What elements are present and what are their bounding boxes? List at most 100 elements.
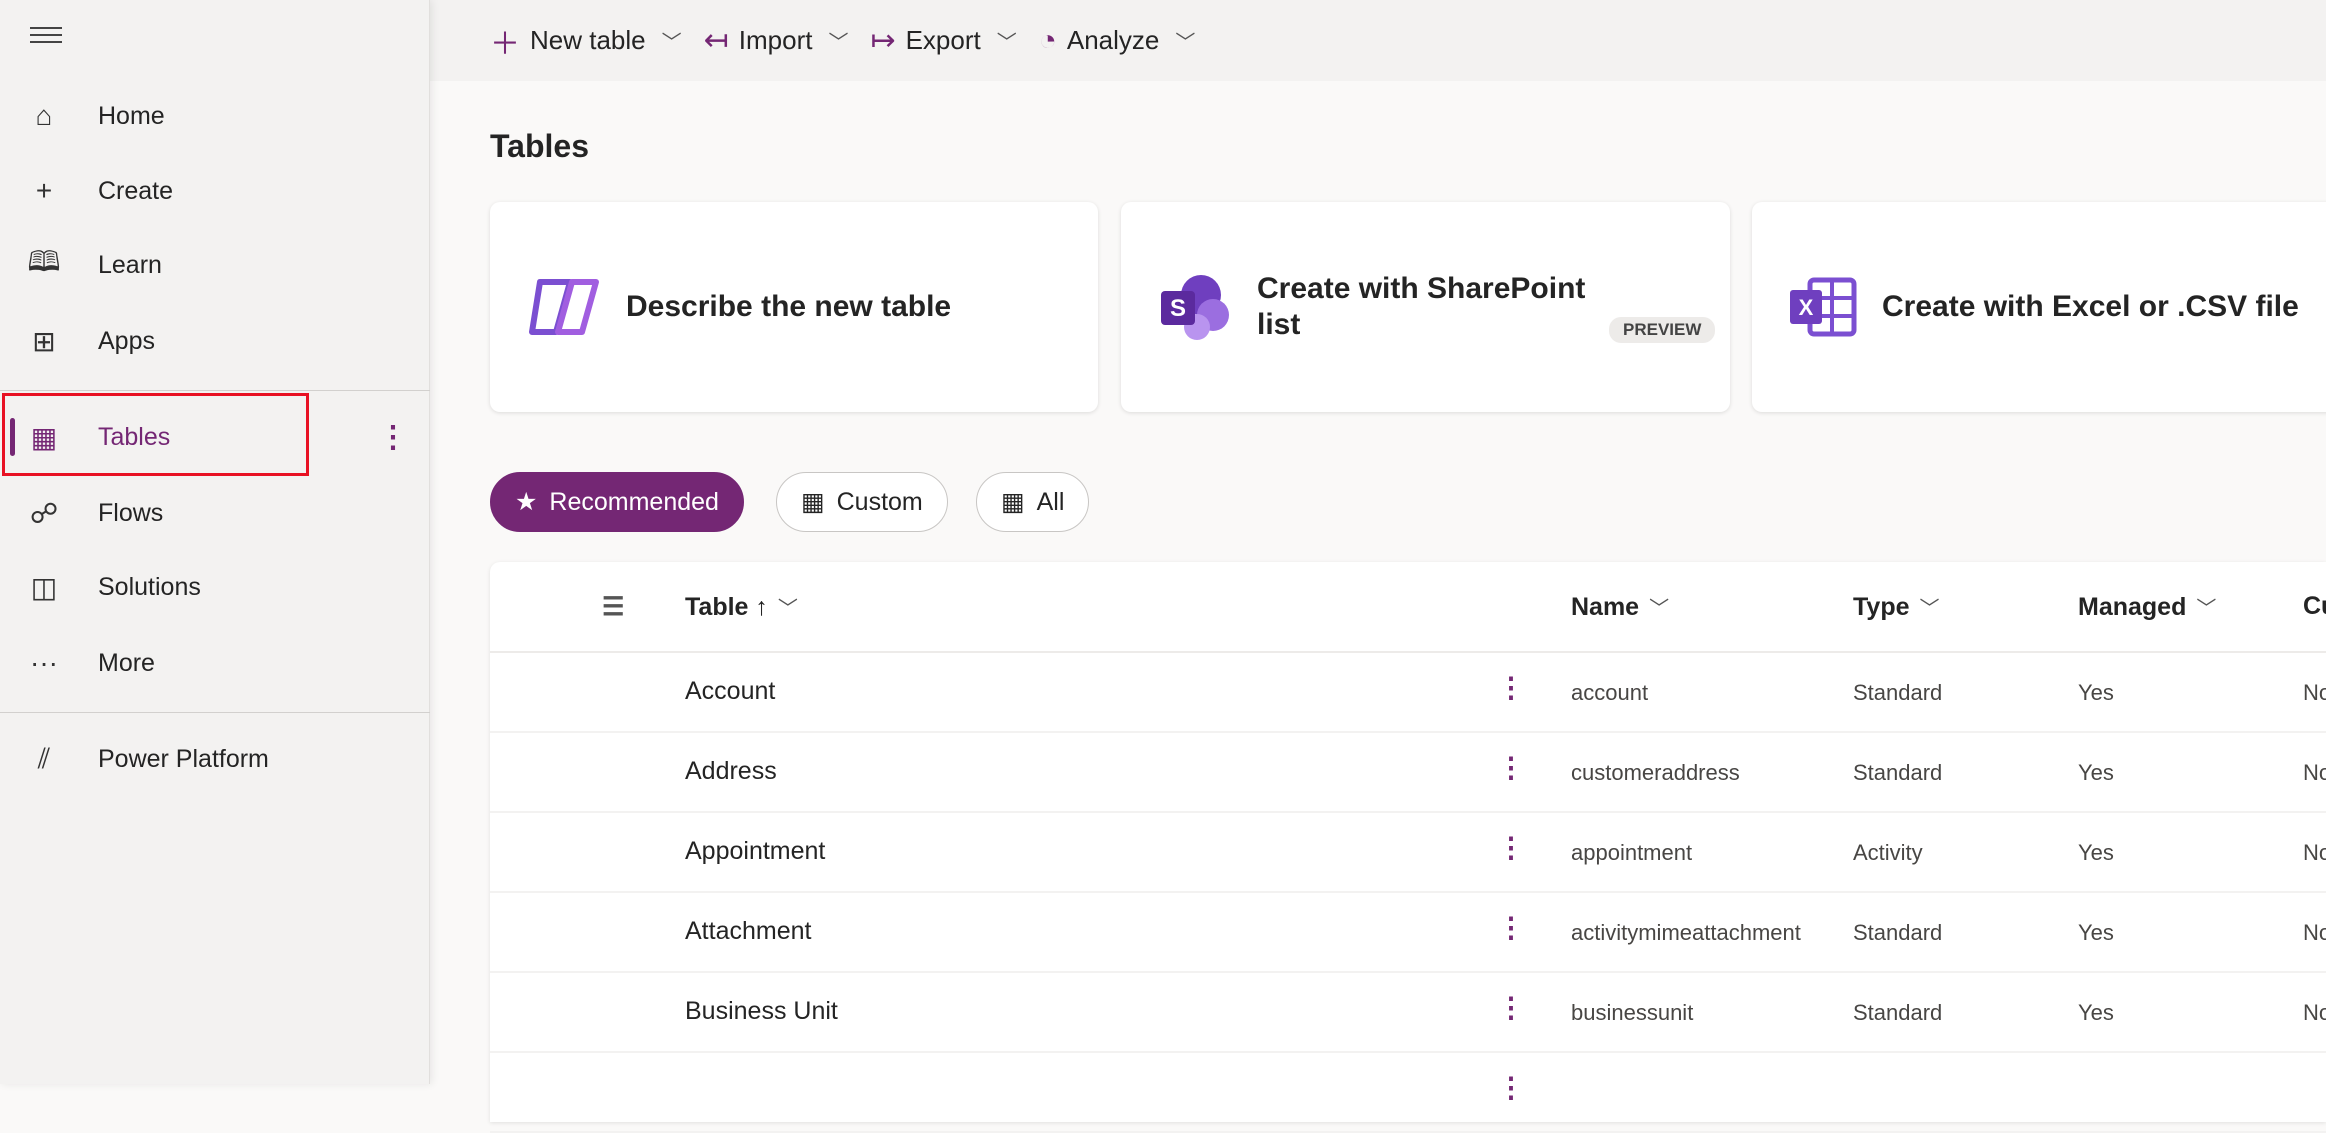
export-label: Export [905,25,981,55]
cell-table[interactable]: Attachment [685,917,812,945]
sidebar-item-label: Tables [98,422,171,451]
star-icon: ★ [515,488,538,516]
cell-type: Standard [1853,1000,1943,1025]
row-more-options-icon[interactable]: ⋮ [1497,672,1525,703]
column-header-table[interactable]: Table ↑ ﹀ [685,592,798,622]
column-options-icon[interactable]: ☰ [602,593,625,621]
cell-name: appointment [1571,840,1693,865]
active-indicator [10,418,15,456]
sidebar-item-create[interactable]: + Create [0,156,430,226]
import-icon: ↤ [703,24,729,57]
row-more-options-icon[interactable]: ⋮ [1497,832,1525,863]
sidebar-item-label: Learn [98,250,162,279]
plus-icon: + [35,175,53,206]
sidebar-item-tables[interactable]: ▦ Tables ⋮ [0,402,430,472]
table-row[interactable]: Attachment ⋮ activitymimeattachment Stan… [490,893,2326,973]
cell-table[interactable]: Appointment [685,837,826,865]
sidebar: ⌂ Home + Create 🕮 Learn ⊞ Apps ▦ Tables ⋮ ☍ Flo… [0,0,430,1084]
table-row[interactable]: Account ⋮ account Standard Yes No [490,653,2326,733]
table-row[interactable]: Appointment ⋮ appointment Activity Yes N… [490,813,2326,893]
new-table-button[interactable]: ＋ New table ﹀ [490,19,682,63]
chevron-down-icon: ﹀ [828,32,849,54]
sort-ascending-icon: ↑ [755,593,768,621]
table-row[interactable]: Business Unit ⋮ businessunit Standard Ye… [490,973,2326,1053]
filter-label: All [1036,487,1065,516]
cell-table[interactable]: Account [685,677,776,705]
table-icon: ▦ [1001,488,1025,516]
chevron-down-icon: ﹀ [996,32,1017,54]
import-label: Import [738,25,813,55]
sidebar-item-flows[interactable]: ☍ Flows [0,478,430,548]
tables-grid: ☰ Table ↑ ﹀ Name ﹀ Type ﹀ Managed ﹀ Cu Accou… [490,562,2326,1133]
sidebar-item-learn[interactable]: 🕮 Learn [0,230,430,300]
table-icon: ▦ [30,421,58,453]
row-more-options-icon[interactable]: ⋮ [1497,1072,1525,1103]
cell-customizable: No [2303,680,2326,705]
row-more-options-icon[interactable]: ⋮ [1497,912,1525,943]
hamburger-menu-icon[interactable] [30,22,62,50]
analyze-icon: ◔ [1038,23,1057,57]
chevron-down-icon: ﹀ [1919,598,1940,620]
grid-header: ☰ Table ↑ ﹀ Name ﹀ Type ﹀ Managed ﹀ Cu [490,562,2326,653]
preview-badge: PREVIEW [1609,316,1716,343]
cell-customizable: No [2303,840,2326,865]
sidebar-item-solutions[interactable]: ◫ Solutions [0,552,430,622]
column-header-customizable[interactable]: Cu [2303,592,2326,621]
sharepoint-icon: S [1161,275,1229,340]
header-label: Type [1853,593,1910,621]
cell-table[interactable]: Business Unit [685,997,838,1025]
more-options-icon[interactable]: ⋮ [378,420,408,454]
cell-managed: Yes [2078,760,2114,785]
card-title-text: Create with SharePoint list [1257,272,1586,341]
row-more-options-icon[interactable]: ⋮ [1497,752,1525,783]
cell-customizable: No [2303,1000,2326,1025]
analyze-button[interactable]: ◔ Analyze ﹀ [1039,24,1196,58]
filter-custom[interactable]: ▦ Custom [776,472,948,532]
command-bar: ＋ New table ﹀ ↤ Import ﹀ ↦ Export ﹀ ◔ Analyze ﹀ [430,0,2326,81]
table-row[interactable]: Address ⋮ customeraddress Standard Yes N… [490,733,2326,813]
divider [0,712,430,713]
cell-managed: Yes [2078,920,2114,945]
sidebar-item-home[interactable]: ⌂ Home [0,81,430,151]
sidebar-item-label: Create [98,176,174,205]
excel-icon: X [1790,277,1857,337]
cell-type: Standard [1853,920,1943,945]
cell-managed: Yes [2078,840,2114,865]
sharepoint-card[interactable]: S Create with SharePoint list PREVIEW [1121,202,1730,412]
column-header-type[interactable]: Type ﹀ [1853,592,1940,622]
excel-card[interactable]: X Create with Excel or .CSV file [1752,202,2326,412]
column-header-name[interactable]: Name ﹀ [1571,592,1669,622]
header-label: Cu [2303,592,2326,620]
sidebar-item-apps[interactable]: ⊞ Apps [0,306,430,376]
export-button[interactable]: ↦ Export ﹀ [870,23,1016,58]
filter-recommended[interactable]: ★ Recommended [490,472,744,532]
describe-table-card[interactable]: Describe the new table [490,202,1098,412]
cell-name: customeraddress [1571,760,1740,785]
divider [0,390,430,391]
sidebar-item-power-platform[interactable]: ⫽ Power Platform [0,724,430,794]
svg-text:S: S [1170,295,1186,322]
column-header-managed[interactable]: Managed ﹀ [2078,592,2216,622]
chevron-down-icon: ﹀ [777,598,798,620]
chevron-down-icon: ﹀ [1175,32,1196,54]
home-icon: ⌂ [35,100,53,131]
apps-icon: ⊞ [32,325,56,357]
table-row[interactable]: ⋮ [490,1053,2326,1133]
import-button[interactable]: ↤ Import ﹀ [704,23,849,58]
header-label: Name [1571,593,1640,621]
page-title: Tables [490,128,589,164]
sidebar-item-label: Apps [98,326,155,355]
table-edit-icon: ▦ [801,488,825,516]
row-more-options-icon[interactable]: ⋮ [1497,992,1525,1023]
filter-all[interactable]: ▦ All [976,472,1090,532]
svg-text:X: X [1799,295,1814,320]
sidebar-item-more[interactable]: ··· More [0,628,430,698]
sidebar-item-label: Solutions [98,572,201,601]
sidebar-item-label: More [98,648,155,677]
analyze-label: Analyze [1066,25,1160,55]
cell-type: Activity [1853,840,1923,865]
sidebar-item-label: Power Platform [98,744,269,773]
cell-name: activitymimeattachment [1571,920,1801,945]
cell-table[interactable]: Address [685,757,777,785]
cell-type: Standard [1853,760,1943,785]
